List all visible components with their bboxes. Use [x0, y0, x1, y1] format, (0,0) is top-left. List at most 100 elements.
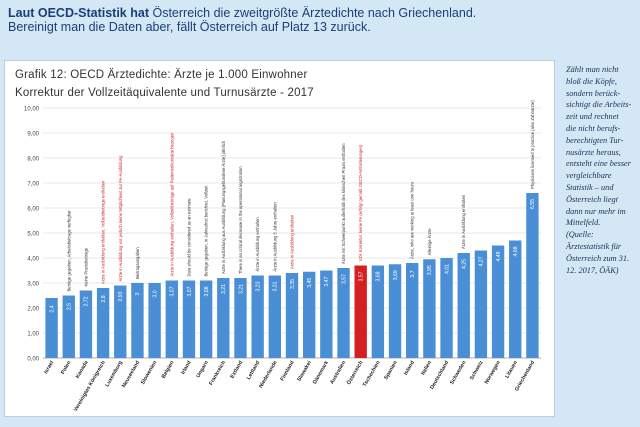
- data-label: 3,47: [324, 276, 330, 286]
- bar-annotation: Beitragsangaben: [135, 247, 140, 279]
- bar: [526, 193, 539, 358]
- data-label: 2,72: [84, 296, 90, 306]
- category-label: Israel: [43, 360, 55, 375]
- category-label: Estland: [229, 360, 244, 380]
- bar: [457, 253, 470, 358]
- data-label: 3,08: [204, 286, 210, 296]
- bar: [114, 285, 127, 358]
- bar-annotation: Alleinige Ärzte: [427, 228, 432, 255]
- y-tick-label: 0,00: [27, 357, 39, 363]
- bar: [96, 288, 110, 358]
- headline-bold: Laut OECD-Statistik hat: [8, 6, 149, 20]
- bar: [423, 259, 436, 358]
- category-label: Österreich: [345, 360, 364, 386]
- category-label: Tschechien: [362, 360, 382, 388]
- category-label: Australien: [329, 360, 347, 385]
- bar: [320, 270, 333, 358]
- category-label: Kanada: [75, 360, 90, 380]
- bar-annotation: Physicians licensed to practice (also Za…: [530, 100, 535, 189]
- category-label: Norwegen: [484, 360, 502, 385]
- bar: [182, 280, 196, 358]
- y-tick-label: 3,00: [27, 282, 39, 288]
- category-label: Deutschland: [429, 360, 450, 391]
- category-label: Luxemburg: [104, 360, 124, 388]
- category-label: Italien: [420, 360, 433, 376]
- y-tick-label: 9,00: [27, 132, 39, 138]
- category-label: Frankreich: [208, 360, 227, 386]
- category-label: Schweiz: [469, 360, 485, 381]
- data-label: 3,57: [358, 271, 364, 281]
- bar: [165, 280, 178, 358]
- headline-line2: Bereinigt man die Daten aber, fällt Öste…: [8, 20, 371, 34]
- data-label: 4,68: [513, 246, 519, 256]
- bar: [45, 298, 58, 358]
- bar-annotation: Ärzte in Ausbildung vor, jedoch keine Mö…: [118, 155, 123, 282]
- chart-title: Grafik 12: OECD Ärztedichte: Ärzte je 1.…: [15, 69, 308, 81]
- bar-chart: 0,00 1,00 2,00 3,00 4,00 5,00 6,00 7,00 8,00 9,00…: [24, 100, 541, 413]
- category-label: Dänemark: [312, 360, 330, 385]
- data-label: 2,93: [118, 291, 124, 301]
- chart-container: Grafik 12: OECD Ärztedichte: Ärzte je 1.…: [4, 60, 555, 417]
- bar-annotation: Ärzte mit Schwerpunkt außerhalb des klin…: [341, 143, 346, 264]
- bar: [285, 273, 299, 358]
- y-tick-label: 2,00: [27, 307, 39, 313]
- y-tick-label: 1,00: [27, 332, 39, 338]
- bar-annotation: Data should be considered as an estimate: [186, 198, 191, 277]
- data-label: 3,07: [170, 286, 176, 296]
- data-label: 6,55: [530, 199, 536, 209]
- data-label: 2,8: [101, 295, 107, 302]
- headline-rest: Österreich die zweitgrößte Ärztedichte n…: [149, 6, 477, 20]
- category-label: Island: [403, 360, 416, 376]
- data-label: 4,01: [444, 264, 450, 274]
- data-label: 4,27: [479, 256, 485, 266]
- category-label: Irland: [180, 360, 192, 375]
- y-tick-label: 7,00: [27, 182, 39, 188]
- bar: [509, 240, 522, 358]
- bar-annotation: Keine Praxisbeiträge: [83, 247, 88, 286]
- bar-annotation: Ärzte in Ausbildung enthalten: [461, 194, 466, 249]
- data-label: 3,0: [152, 290, 158, 297]
- side-note: Zählt man nicht bloß die Köpfe, sondern …: [566, 65, 632, 275]
- y-tick-label: 5,00: [27, 232, 39, 238]
- bar: [302, 271, 316, 358]
- category-label: Slowakei: [296, 360, 313, 383]
- data-label: 3,57: [341, 274, 347, 284]
- data-label: 3,68: [376, 271, 382, 281]
- y-tick-label: 4,00: [27, 257, 39, 263]
- bar: [371, 265, 385, 358]
- bar: [474, 250, 488, 358]
- y-tick-label: 8,00: [27, 157, 39, 163]
- category-label: Neuseeland: [121, 360, 141, 389]
- data-label: 4,49: [496, 251, 502, 261]
- category-label: Belgien: [161, 360, 176, 380]
- data-label: 3,23: [255, 281, 261, 291]
- bar-annotation: There is an critical decrease in the ope…: [238, 166, 243, 274]
- data-label: 3,21: [221, 284, 227, 294]
- bar: [337, 268, 350, 358]
- data-label: 2,5: [67, 303, 73, 310]
- data-label: 3,35: [290, 279, 296, 289]
- data-label: 2,4: [49, 305, 55, 312]
- bar-annotation: VZÄ Korrektur, keine FA (erfolgt gemäß O…: [358, 144, 363, 261]
- category-label: Vereinigtes Königreich: [73, 360, 107, 413]
- bar: [388, 264, 402, 358]
- category-label: Finnland: [279, 360, 295, 382]
- data-label: 3,31: [273, 281, 279, 291]
- bar: [406, 263, 419, 358]
- data-label: 3,7: [410, 270, 416, 277]
- data-label: 3,69: [393, 270, 399, 280]
- data-label: 3,21: [238, 284, 244, 294]
- data-label: 4,25: [462, 259, 468, 269]
- category-label: Schweden: [449, 360, 467, 386]
- bar: [217, 278, 230, 358]
- bar-annotation: Ärzte in Ausbildung enthalten: [255, 217, 260, 272]
- category-label: Slowenien: [140, 360, 158, 386]
- bar: [62, 295, 75, 358]
- data-label: 3,45: [307, 278, 313, 288]
- category-label: Niederlande: [258, 360, 278, 389]
- chart-subtitle: Korrektur der Vollzeitäquivalente und Tu…: [15, 87, 314, 99]
- bar-annotation: Arzte in Ausbildung enthalten: [290, 214, 295, 269]
- y-tick-label: 10,00: [24, 107, 40, 113]
- bar-annotation: Arzte in Ausbildung enthalten, Vollzeitb…: [169, 132, 174, 277]
- bar: [491, 245, 505, 358]
